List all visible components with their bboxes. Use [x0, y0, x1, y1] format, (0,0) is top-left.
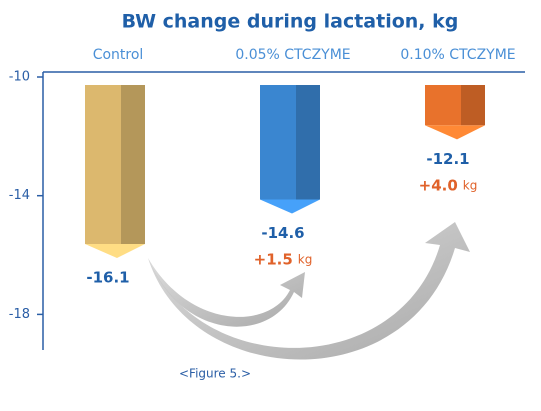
- bar-bottom: [260, 199, 320, 214]
- arrow: [148, 222, 470, 360]
- value-label: -12.1: [426, 150, 469, 168]
- bar: [260, 85, 296, 200]
- caption: <Figure 5.>: [179, 367, 251, 381]
- annotation-unit: kg: [463, 178, 478, 192]
- arrow: [148, 258, 305, 327]
- chart-title: BW change during lactation, kg: [122, 11, 459, 33]
- bar: [85, 85, 121, 245]
- bar-bottom: [425, 125, 485, 140]
- bar-side: [121, 85, 145, 245]
- bar: [425, 85, 461, 126]
- bar-side: [461, 85, 485, 126]
- category-label: 0.05% CTCZYME: [235, 47, 350, 63]
- value-label: -16.1: [86, 269, 129, 287]
- annotation-value: +4.0: [419, 176, 458, 194]
- y-tick-label: -10: [9, 70, 30, 85]
- category-label: Control: [93, 47, 144, 63]
- y-tick-label: -14: [9, 188, 30, 203]
- annotation-value: +1.5: [254, 250, 293, 268]
- category-label: 0.10% CTCZYME: [400, 47, 515, 63]
- annotation: +1.5 kg: [254, 250, 313, 268]
- value-label: -14.6: [261, 224, 304, 242]
- bar-side: [296, 85, 320, 200]
- bar-bottom: [85, 244, 145, 259]
- annotation-unit: kg: [298, 252, 313, 266]
- y-tick-label: -18: [9, 307, 30, 322]
- annotation: +4.0 kg: [419, 176, 478, 194]
